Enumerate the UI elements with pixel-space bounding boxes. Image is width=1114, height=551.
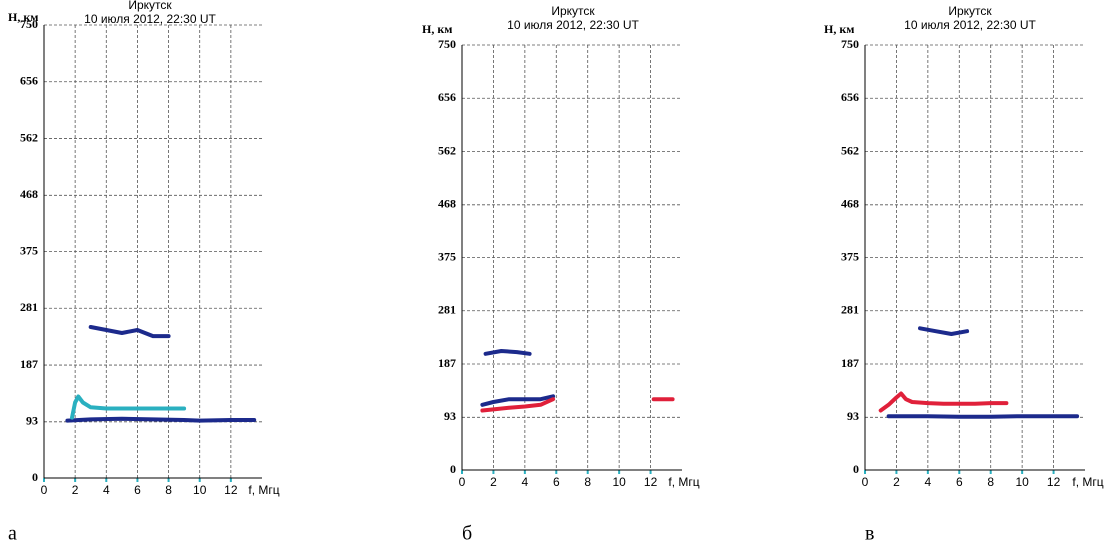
trace: [483, 349, 532, 356]
y-tick-label: 468: [438, 197, 456, 211]
y-tick-label: 750: [20, 17, 38, 31]
trace: [480, 394, 556, 407]
x-tick-label: 12: [644, 475, 658, 489]
y-tick-label: 468: [841, 197, 859, 211]
trace: [886, 414, 1080, 419]
trace: [878, 391, 1009, 413]
y-tick-label: 187: [438, 356, 456, 370]
x-axis-label: f, Мгц: [248, 483, 279, 497]
y-tick-label: 562: [20, 130, 38, 144]
chart-subtitle: 10 июля 2012, 22:30 UT: [507, 18, 639, 32]
y-tick-label: 281: [20, 300, 38, 314]
x-tick-label: 6: [134, 483, 141, 497]
y-tick-label: 0: [450, 462, 456, 476]
x-tick-label: 10: [193, 483, 207, 497]
trace: [480, 397, 675, 413]
trace: [88, 325, 171, 339]
y-tick-label: 281: [841, 303, 859, 317]
y-tick-label: 656: [438, 90, 456, 104]
x-tick-label: 0: [459, 475, 466, 489]
trace: [65, 416, 257, 423]
y-tick-label: 281: [438, 303, 456, 317]
y-tick-label: 468: [20, 187, 38, 201]
chart-title: Иркутск: [128, 0, 172, 12]
x-tick-label: 2: [490, 475, 497, 489]
trace: [70, 394, 187, 420]
x-tick-label: 12: [1047, 475, 1061, 489]
x-tick-label: 8: [584, 475, 591, 489]
trace: [918, 326, 970, 336]
y-tick-label: 562: [438, 143, 456, 157]
x-tick-label: 10: [612, 475, 626, 489]
x-tick-label: 8: [165, 483, 172, 497]
panel-label: в: [865, 523, 874, 545]
x-tick-label: 4: [925, 475, 932, 489]
x-tick-label: 0: [862, 475, 869, 489]
y-tick-label: 562: [841, 143, 859, 157]
y-tick-label: 93: [444, 409, 456, 423]
panel-label: б: [462, 523, 472, 545]
x-tick-label: 2: [72, 483, 79, 497]
y-axis-label: Н, км: [422, 22, 452, 36]
y-tick-label: 187: [841, 356, 859, 370]
y-tick-label: 93: [847, 409, 859, 423]
y-tick-label: 0: [32, 470, 38, 484]
panel-label: а: [8, 523, 17, 545]
y-axis-label: Н, км: [8, 10, 38, 24]
x-tick-label: 8: [987, 475, 994, 489]
x-tick-label: 6: [553, 475, 560, 489]
y-tick-label: 187: [20, 357, 38, 371]
x-tick-label: 6: [956, 475, 963, 489]
y-tick-label: 656: [841, 90, 859, 104]
x-tick-label: 0: [41, 483, 48, 497]
y-tick-label: 93: [26, 414, 38, 428]
chart-title: Иркутск: [551, 4, 595, 18]
chart-subtitle: 10 июля 2012, 22:30 UT: [84, 12, 216, 26]
x-axis-label: f, Мгц: [668, 475, 699, 489]
x-axis-label: f, Мгц: [1072, 475, 1103, 489]
y-tick-label: 375: [20, 243, 38, 257]
x-tick-label: 12: [224, 483, 238, 497]
y-tick-label: 0: [853, 462, 859, 476]
chart-title: Иркутск: [948, 4, 992, 18]
y-axis-label: Н, км: [824, 22, 854, 36]
y-tick-label: 656: [20, 74, 38, 88]
chart-subtitle: 10 июля 2012, 22:30 UT: [904, 18, 1036, 32]
x-tick-label: 4: [103, 483, 110, 497]
x-tick-label: 4: [522, 475, 529, 489]
y-tick-label: 375: [841, 249, 859, 263]
y-tick-label: 750: [438, 37, 456, 51]
y-tick-label: 750: [841, 37, 859, 51]
x-tick-label: 2: [893, 475, 900, 489]
x-tick-label: 10: [1015, 475, 1029, 489]
y-tick-label: 375: [438, 249, 456, 263]
